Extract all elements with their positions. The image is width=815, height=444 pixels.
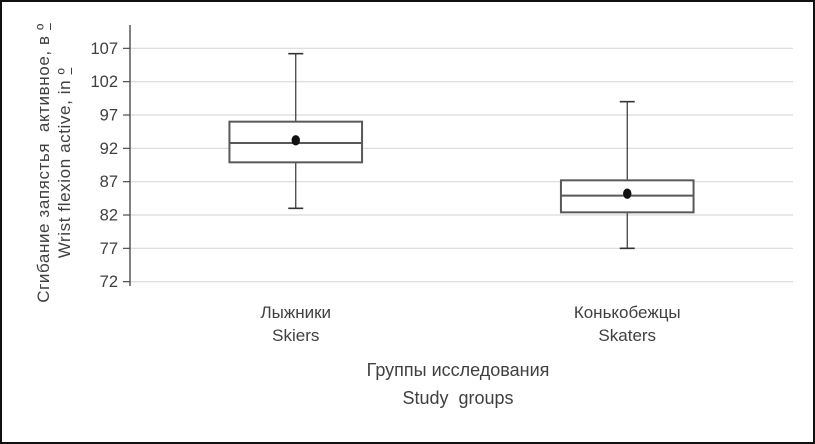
mean-marker: [623, 188, 632, 199]
y-axis-title-en: Wrist flexion active, in º: [55, 67, 74, 259]
group-label-ru: Лыжники: [260, 303, 332, 322]
x-axis-title-en: Study groups: [402, 388, 514, 408]
group-label-en: Skiers: [272, 326, 320, 345]
y-tick-label: 82: [100, 207, 118, 225]
x-axis-title: Группы исследования Study groups: [367, 356, 550, 412]
x-axis-title-ru: Группы исследования: [366, 360, 550, 380]
group-label-ru: Конькобежцы: [573, 303, 681, 322]
y-tick-label: 102: [90, 73, 118, 91]
y-tick-label: 97: [100, 107, 118, 125]
group-label: Лыжники Skiers: [146, 301, 446, 347]
y-tick-label: 107: [90, 40, 118, 58]
y-axis-title: Сгибание запястья активное, в º Wrist fl…: [33, 23, 75, 303]
y-tick-label: 77: [100, 240, 118, 258]
group-label: Конькобежцы Skaters: [477, 301, 777, 347]
y-tick-label: 72: [100, 273, 118, 291]
mean-marker: [291, 135, 300, 146]
y-axis-title-ru: Сгибание запястья активное, в º: [34, 23, 53, 303]
y-tick-label: 87: [100, 173, 118, 191]
y-tick-label: 92: [100, 140, 118, 158]
group-label-en: Skaters: [598, 326, 657, 345]
